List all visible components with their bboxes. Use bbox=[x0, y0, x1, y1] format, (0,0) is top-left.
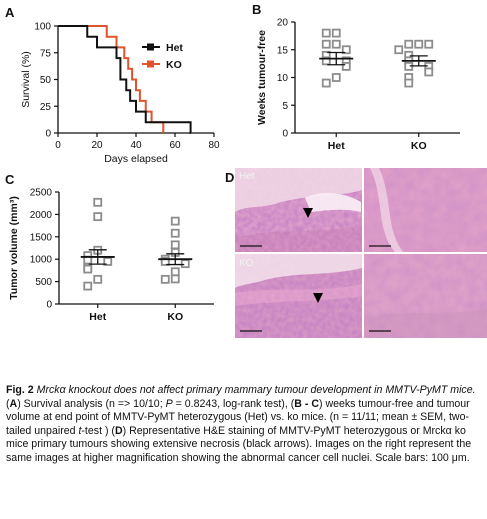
data-point bbox=[424, 39, 434, 49]
data-point bbox=[170, 240, 180, 250]
legend-label-het: Het bbox=[166, 42, 183, 54]
data-point bbox=[93, 274, 103, 284]
caption-label-bc: B - C bbox=[294, 397, 319, 410]
data-point bbox=[394, 45, 404, 55]
data-point bbox=[160, 257, 170, 266]
micrograph-het-low: Het bbox=[235, 168, 362, 252]
panel-label-c: C bbox=[5, 172, 15, 187]
caption-label-a: A bbox=[9, 397, 18, 410]
y-tick-label: 50 bbox=[40, 75, 52, 86]
y-axis-label: Survival (%) bbox=[20, 51, 32, 108]
y-axis-label: Tumor volume (mm³) bbox=[8, 196, 20, 300]
legend-marker-ko bbox=[147, 60, 154, 68]
data-point bbox=[170, 267, 180, 277]
data-point bbox=[404, 78, 414, 88]
x-tick-label: 60 bbox=[169, 140, 181, 151]
data-point bbox=[341, 62, 351, 71]
necrosis-arrow-icon bbox=[303, 208, 313, 218]
caption-t-italic: t bbox=[78, 424, 82, 437]
y-tick-label: 20 bbox=[277, 18, 289, 29]
x-tick-label: 40 bbox=[130, 140, 142, 151]
y-tick-label: 2000 bbox=[30, 210, 53, 221]
caption-label-d: D bbox=[114, 424, 123, 437]
micrograph-het-high bbox=[364, 168, 487, 252]
y-tick-label: 5 bbox=[282, 101, 288, 112]
y-tick-label: 10 bbox=[277, 73, 289, 84]
micrograph-ko-high bbox=[364, 254, 487, 338]
data-point bbox=[93, 197, 103, 207]
data-point bbox=[331, 73, 341, 82]
figure-number: Fig. 2 bbox=[6, 384, 34, 396]
y-tick-label: 0 bbox=[46, 300, 52, 311]
y-tick-label: 1500 bbox=[30, 232, 53, 243]
survival-chart: 0 25 50 75 100 0 20 40 60 80 Days elapsed Survival … bbox=[20, 22, 220, 166]
x-tick-label: KO bbox=[411, 140, 427, 152]
survival-line-ko bbox=[58, 25, 165, 133]
caption-text-bc: ) weeks tumour-free and tumour volume at… bbox=[6, 397, 470, 437]
legend-label-ko: KO bbox=[166, 59, 182, 71]
y-tick-label: 500 bbox=[35, 277, 52, 288]
caption-text-t: -test ) ( bbox=[81, 424, 115, 437]
y-tick-label: 2500 bbox=[30, 188, 53, 199]
figure-title: Mrckα knockout does not affect primary m… bbox=[36, 384, 476, 396]
x-tick-label: Het bbox=[328, 140, 345, 152]
figure-caption: Fig. 2 Mrckα knockout does not affect pr… bbox=[6, 384, 476, 464]
data-point bbox=[83, 281, 93, 291]
data-point bbox=[321, 28, 331, 38]
data-point bbox=[170, 274, 180, 284]
survival-line-het bbox=[58, 25, 192, 134]
caption-text-a2: = 0.8243, log-rank test), ( bbox=[172, 397, 295, 410]
micrograph-label-het: Het bbox=[239, 171, 255, 182]
data-point bbox=[341, 45, 351, 55]
x-axis-label: Days elapsed bbox=[104, 153, 168, 165]
data-point bbox=[93, 212, 103, 222]
weeks-tumour-free-chart: 0 5 10 15 20 Weeks tumour-free Het KO bbox=[256, 18, 460, 152]
data-point bbox=[321, 78, 331, 88]
data-point bbox=[83, 264, 93, 274]
data-point bbox=[170, 216, 180, 226]
x-tick-label: KO bbox=[167, 311, 183, 323]
y-tick-label: 15 bbox=[277, 45, 289, 56]
panel-label-b: B bbox=[252, 2, 262, 17]
panel-label-a: A bbox=[5, 5, 15, 20]
micrograph-ko-low: KO bbox=[235, 254, 362, 338]
y-tick-label: 25 bbox=[40, 102, 52, 113]
data-point bbox=[414, 39, 424, 49]
x-tick-label: 80 bbox=[208, 140, 220, 151]
caption-p-italic: P bbox=[165, 397, 173, 410]
necrosis-arrow-icon bbox=[313, 293, 323, 303]
data-point bbox=[331, 28, 341, 38]
data-point bbox=[404, 39, 414, 49]
data-point bbox=[180, 259, 190, 269]
y-tick-label: 100 bbox=[34, 22, 51, 33]
y-tick-label: 0 bbox=[45, 129, 51, 140]
data-point bbox=[331, 39, 341, 49]
he-micrograph-grid: Het KO bbox=[235, 168, 487, 338]
data-point bbox=[160, 274, 170, 284]
caption-text-d: ) Representative H&E staining of MMTV-Py… bbox=[6, 424, 472, 464]
y-axis-label: Weeks tumour-free bbox=[256, 30, 268, 125]
y-tick-label: 1000 bbox=[30, 255, 53, 266]
data-point bbox=[424, 67, 434, 77]
panel-label-d: D bbox=[225, 170, 235, 185]
caption-text-a1: Survival analysis (n => 10/10; bbox=[20, 397, 166, 410]
x-tick-label: 20 bbox=[91, 140, 103, 151]
data-point bbox=[321, 39, 331, 49]
y-tick-label: 0 bbox=[282, 129, 288, 140]
x-tick-label: 0 bbox=[55, 140, 61, 151]
legend-marker-het bbox=[147, 43, 154, 51]
x-tick-label: Het bbox=[89, 311, 106, 323]
data-point bbox=[321, 56, 331, 66]
micrograph-label-ko: KO bbox=[239, 258, 254, 269]
data-point bbox=[103, 257, 113, 266]
tumour-volume-chart: 0 500 1000 1500 2000 2500 Tumor volume (mm³) He… bbox=[8, 188, 214, 323]
data-point bbox=[170, 228, 180, 238]
y-tick-label: 75 bbox=[40, 48, 52, 59]
